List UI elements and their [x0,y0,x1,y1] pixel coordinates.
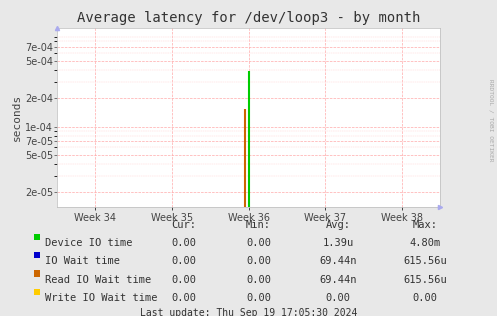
Text: 615.56u: 615.56u [403,256,447,266]
Text: 0.00: 0.00 [413,293,437,303]
Text: 1.39u: 1.39u [323,238,353,248]
Text: 0.00: 0.00 [171,275,196,285]
Text: RRDTOOL / TOBI OETIKER: RRDTOOL / TOBI OETIKER [489,79,494,161]
Text: 0.00: 0.00 [246,256,271,266]
Text: 0.00: 0.00 [171,238,196,248]
Text: Min:: Min: [246,220,271,230]
Text: 615.56u: 615.56u [403,275,447,285]
Text: Average latency for /dev/loop3 - by month: Average latency for /dev/loop3 - by mont… [77,11,420,25]
Text: 0.00: 0.00 [246,293,271,303]
Text: Write IO Wait time: Write IO Wait time [45,293,158,303]
Text: 69.44n: 69.44n [319,256,357,266]
Text: IO Wait time: IO Wait time [45,256,120,266]
Text: Device IO time: Device IO time [45,238,133,248]
Text: Avg:: Avg: [326,220,350,230]
Text: 0.00: 0.00 [171,256,196,266]
Text: 4.80m: 4.80m [410,238,440,248]
Text: Cur:: Cur: [171,220,196,230]
Text: 69.44n: 69.44n [319,275,357,285]
Y-axis label: seconds: seconds [12,94,22,141]
Text: 0.00: 0.00 [326,293,350,303]
Text: Max:: Max: [413,220,437,230]
Text: 0.00: 0.00 [171,293,196,303]
Text: Last update: Thu Sep 19 17:05:30 2024: Last update: Thu Sep 19 17:05:30 2024 [140,308,357,316]
Text: Read IO Wait time: Read IO Wait time [45,275,152,285]
Text: 0.00: 0.00 [246,238,271,248]
Text: 0.00: 0.00 [246,275,271,285]
